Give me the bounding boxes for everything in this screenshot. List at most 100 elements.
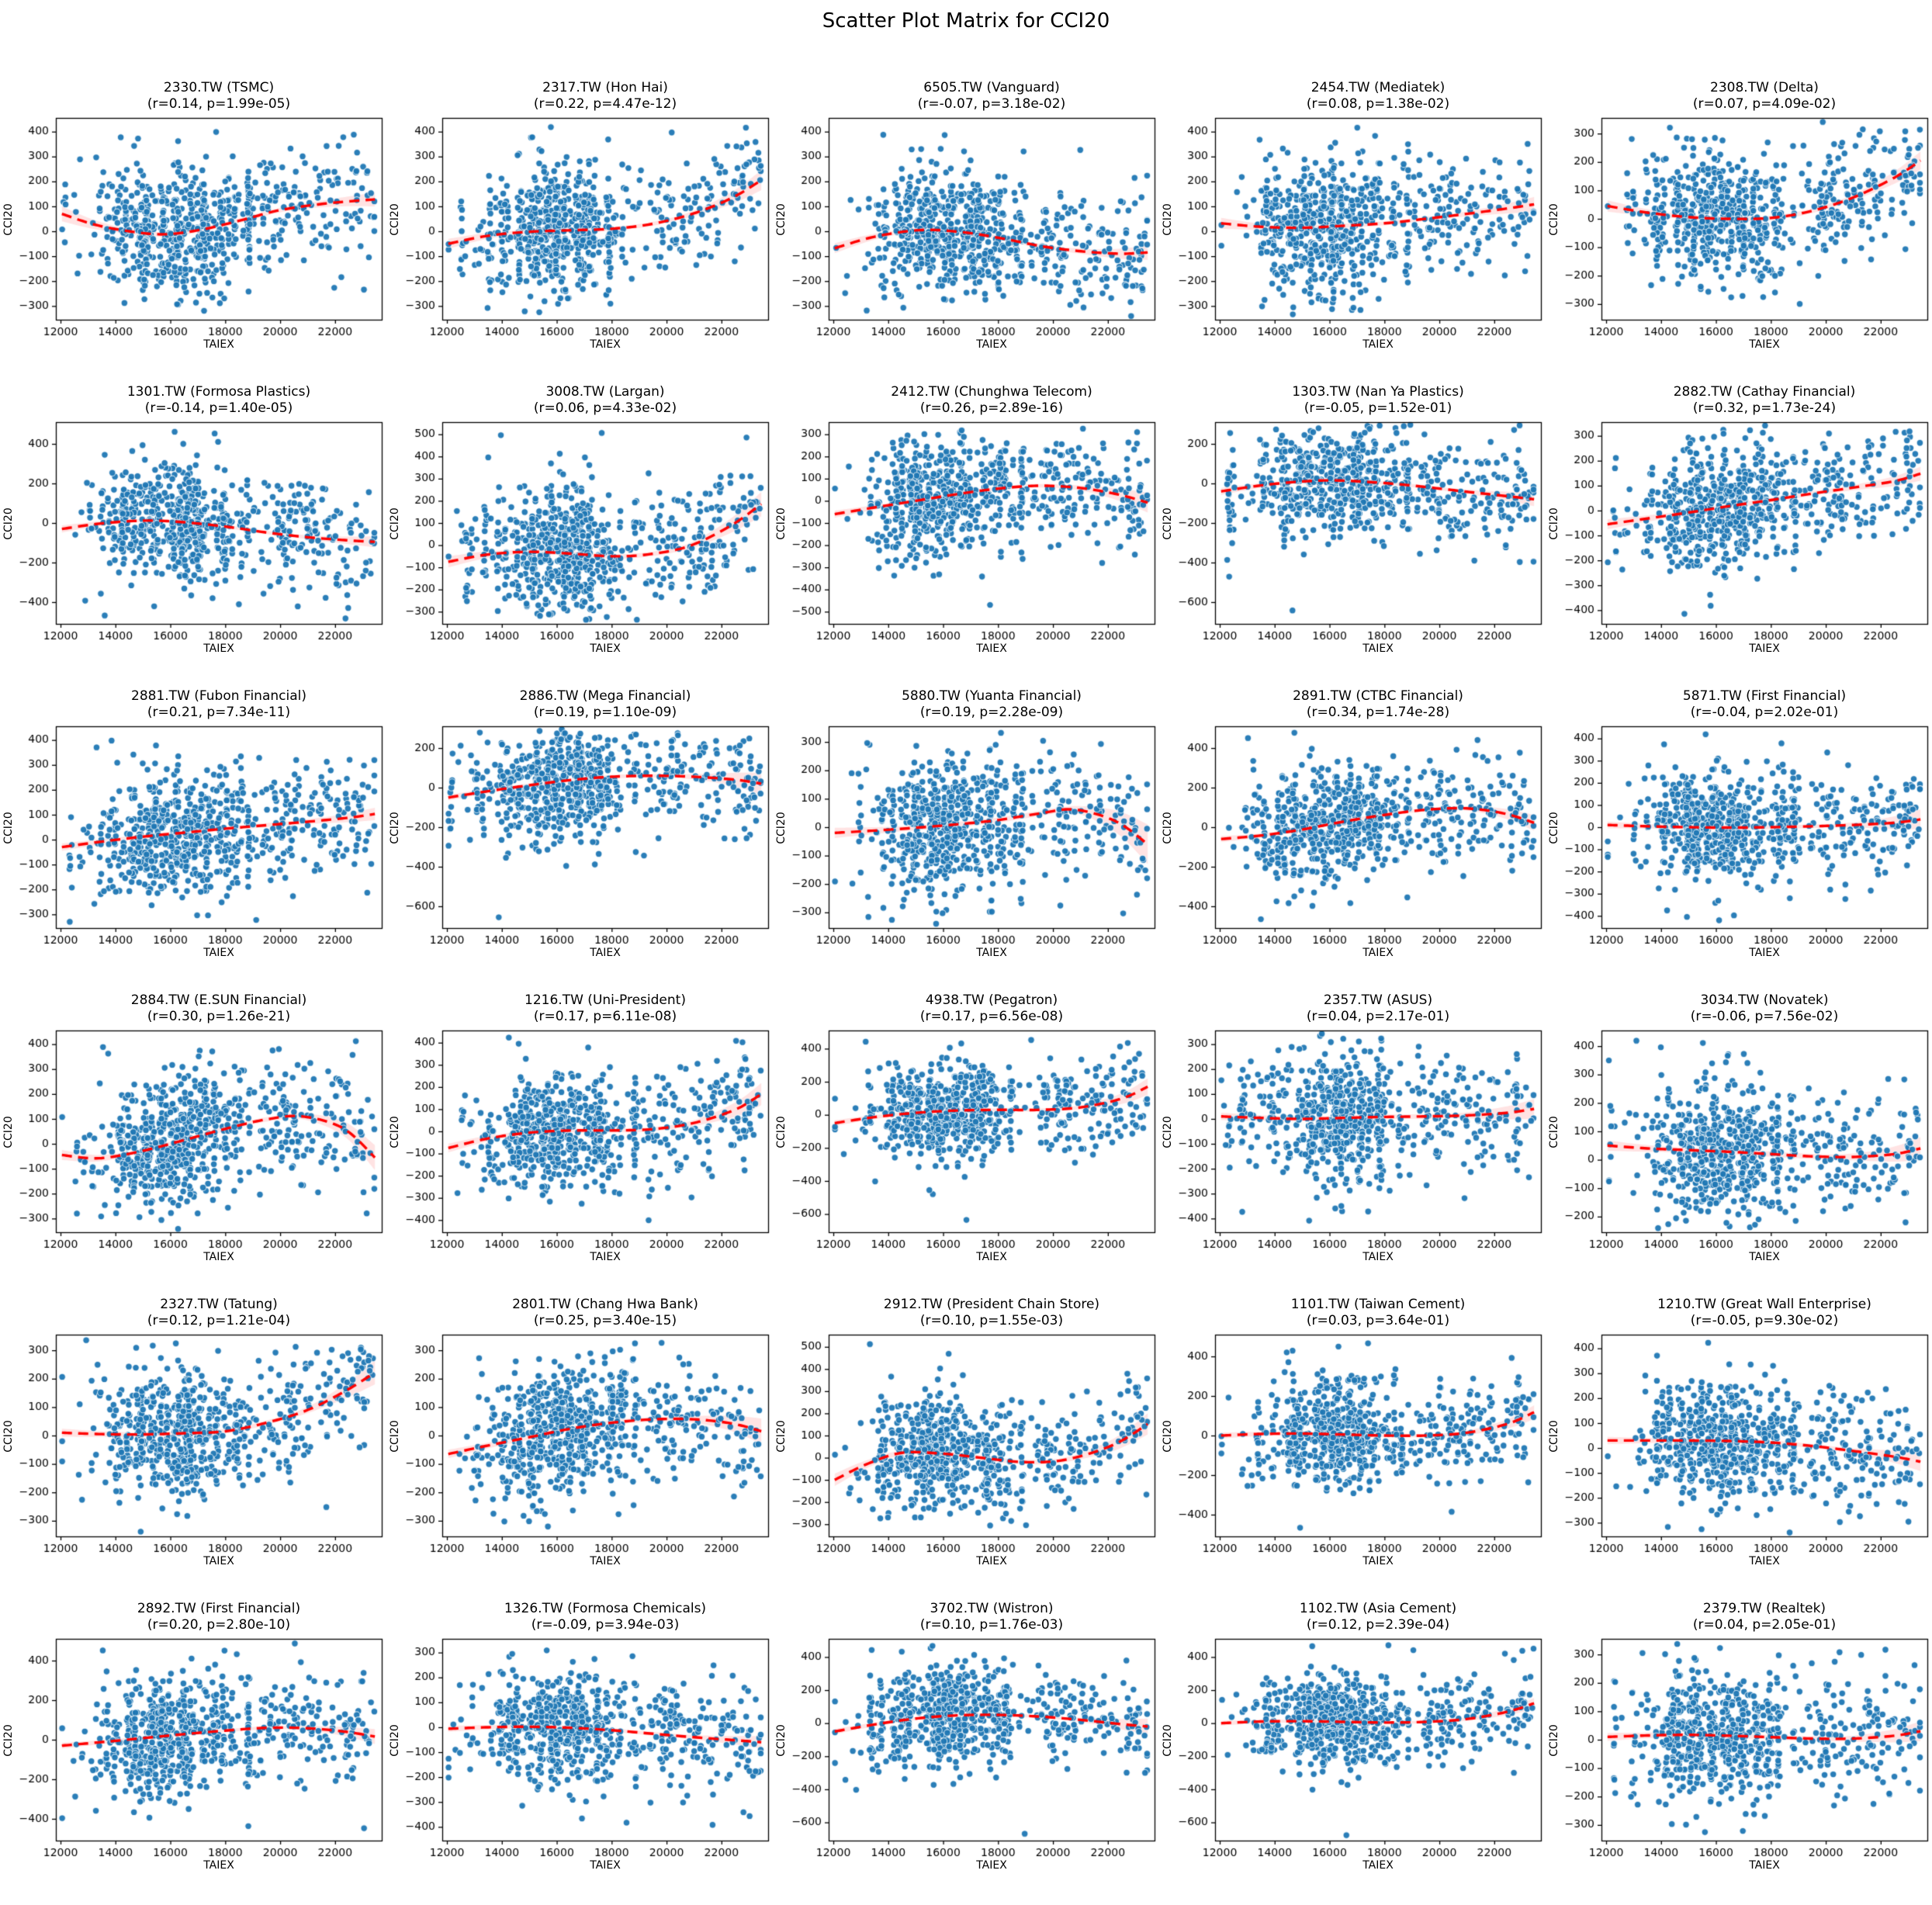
subplot-stats: (r=0.26, p=2.89e-16): [919, 400, 1064, 416]
y-axis-label: CCI20: [2, 812, 15, 844]
subplot-title: 3008.TW (Largan): [545, 384, 665, 400]
scatter-canvas-2912: [773, 1294, 1159, 1598]
subplot-2357: 2357.TW (ASUS) (r=0.04, p=2.17e-01) TAIEX C…: [1159, 990, 1546, 1294]
subplot-stats: (r=0.12, p=2.39e-04): [1306, 1617, 1450, 1633]
subplot-2892: 2892.TW (First Financial) (r=0.20, p=2.80…: [0, 1598, 386, 1903]
y-axis-label: CCI20: [1162, 507, 1174, 540]
subplot-stats: (r=0.04, p=2.05e-01): [1692, 1617, 1837, 1633]
scatter-canvas-3008: [386, 382, 773, 686]
scatter-canvas-5871: [1546, 686, 1932, 990]
subplot-title: 2882.TW (Cathay Financial): [1673, 384, 1856, 400]
subplot-stats: (r=-0.04, p=2.02e-01): [1690, 705, 1839, 720]
y-axis-label: CCI20: [2, 1116, 15, 1148]
y-axis-label: CCI20: [775, 1116, 788, 1148]
x-axis-label: TAIEX: [1749, 1859, 1780, 1872]
scatter-canvas-2379: [1546, 1598, 1932, 1903]
subplot-stats: (r=-0.09, p=3.94e-03): [531, 1617, 680, 1633]
subplot-title: 2379.TW (Realtek): [1702, 1601, 1826, 1616]
subplot-2801: 2801.TW (Chang Hwa Bank) (r=0.25, p=3.40e…: [386, 1294, 773, 1598]
scatter-canvas-2327: [0, 1294, 386, 1598]
scatter-canvas-1102: [1159, 1598, 1546, 1903]
x-axis-label: TAIEX: [590, 1251, 621, 1263]
figure-title: Scatter Plot Matrix for CCI20: [822, 9, 1110, 33]
scatter-canvas-2454: [1159, 78, 1546, 382]
y-axis-label: CCI20: [389, 1420, 401, 1453]
subplot-2379: 2379.TW (Realtek) (r=0.04, p=2.05e-01) TAI…: [1546, 1598, 1932, 1903]
scatter-canvas-2886: [386, 686, 773, 990]
y-axis-label: CCI20: [1548, 203, 1560, 236]
scatter-canvas-2412: [773, 382, 1159, 686]
subplot-title: 2912.TW (President Chain Store): [883, 1297, 1100, 1312]
subplot-title: 2881.TW (Fubon Financial): [131, 688, 306, 704]
y-axis-label: CCI20: [775, 507, 788, 540]
subplot-title: 1101.TW (Taiwan Cement): [1290, 1297, 1466, 1312]
x-axis-label: TAIEX: [590, 1859, 621, 1872]
subplot-title: 6505.TW (Vanguard): [923, 80, 1060, 95]
subplot-stats: (r=0.10, p=1.55e-03): [919, 1313, 1064, 1328]
x-axis-label: TAIEX: [1362, 643, 1394, 655]
scatter-canvas-3034: [1546, 990, 1932, 1294]
subplot-title: 1216.TW (Uni-President): [525, 992, 686, 1008]
scatter-canvas-1303: [1159, 382, 1546, 686]
scatter-canvas-3702: [773, 1598, 1159, 1903]
x-axis-label: TAIEX: [976, 1555, 1007, 1567]
x-axis-label: TAIEX: [1362, 338, 1394, 351]
x-axis-label: TAIEX: [976, 1251, 1007, 1263]
y-axis-label: CCI20: [1162, 1420, 1174, 1453]
y-axis-label: CCI20: [775, 203, 788, 236]
y-axis-label: CCI20: [775, 1724, 788, 1757]
subplot-1210: 1210.TW (Great Wall Enterprise) (r=-0.05,…: [1546, 1294, 1932, 1598]
subplot-1303: 1303.TW (Nan Ya Plastics) (r=-0.05, p=1.5…: [1159, 382, 1546, 686]
subplot-2912: 2912.TW (President Chain Store) (r=0.10, …: [773, 1294, 1159, 1598]
y-axis-label: CCI20: [2, 507, 15, 540]
subplot-2891: 2891.TW (CTBC Financial) (r=0.34, p=1.74e…: [1159, 686, 1546, 990]
subplot-2412: 2412.TW (Chunghwa Telecom) (r=0.26, p=2.8…: [773, 382, 1159, 686]
subplot-stats: (r=0.07, p=4.09e-02): [1692, 96, 1837, 112]
subplot-stats: (r=0.30, p=1.26e-21): [147, 1009, 291, 1024]
y-axis-label: CCI20: [775, 1420, 788, 1453]
subplot-title: 2330.TW (TSMC): [163, 80, 275, 95]
subplot-title: 1210.TW (Great Wall Enterprise): [1657, 1297, 1871, 1312]
subplot-stats: (r=0.22, p=4.47e-12): [533, 96, 677, 112]
subplot-stats: (r=0.21, p=7.34e-11): [147, 705, 291, 720]
x-axis-label: TAIEX: [1749, 643, 1780, 655]
subplot-stats: (r=0.20, p=2.80e-10): [147, 1617, 291, 1633]
subplot-title: 5871.TW (First Financial): [1682, 688, 1847, 704]
subplot-title: 3034.TW (Novatek): [1700, 992, 1829, 1008]
y-axis-label: CCI20: [1548, 1420, 1560, 1453]
scatter-canvas-1326: [386, 1598, 773, 1903]
scatter-canvas-5880: [773, 686, 1159, 990]
y-axis-label: CCI20: [1548, 812, 1560, 844]
subplot-stats: (r=0.19, p=2.28e-09): [919, 705, 1064, 720]
y-axis-label: CCI20: [1162, 1724, 1174, 1757]
scatter-canvas-1216: [386, 990, 773, 1294]
x-axis-label: TAIEX: [203, 338, 234, 351]
subplot-2882: 2882.TW (Cathay Financial) (r=0.32, p=1.7…: [1546, 382, 1932, 686]
x-axis-label: TAIEX: [590, 947, 621, 959]
scatter-canvas-6505: [773, 78, 1159, 382]
subplot-title: 2886.TW (Mega Financial): [519, 688, 691, 704]
y-axis-label: CCI20: [2, 1420, 15, 1453]
subplot-5871: 5871.TW (First Financial) (r=-0.04, p=2.0…: [1546, 686, 1932, 990]
y-axis-label: CCI20: [1162, 812, 1174, 844]
x-axis-label: TAIEX: [1362, 1555, 1394, 1567]
subplot-title: 1326.TW (Formosa Chemicals): [504, 1601, 707, 1616]
x-axis-label: TAIEX: [203, 643, 234, 655]
subplot-2454: 2454.TW (Mediatek) (r=0.08, p=1.38e-02) TA…: [1159, 78, 1546, 382]
subplot-title: 2801.TW (Chang Hwa Bank): [512, 1297, 698, 1312]
scatter-canvas-2882: [1546, 382, 1932, 686]
subplot-3034: 3034.TW (Novatek) (r=-0.06, p=7.56e-02) TA…: [1546, 990, 1932, 1294]
x-axis-label: TAIEX: [1749, 338, 1780, 351]
subplot-5880: 5880.TW (Yuanta Financial) (r=0.19, p=2.2…: [773, 686, 1159, 990]
x-axis-label: TAIEX: [1749, 1251, 1780, 1263]
subplot-stats: (r=0.08, p=1.38e-02): [1306, 96, 1450, 112]
scatter-canvas-1301: [0, 382, 386, 686]
scatter-canvas-2308: [1546, 78, 1932, 382]
subplot-3008: 3008.TW (Largan) (r=0.06, p=4.33e-02) TAIE…: [386, 382, 773, 686]
subplot-title: 2308.TW (Delta): [1710, 80, 1819, 95]
subplot-title: 1301.TW (Formosa Plastics): [126, 384, 311, 400]
subplot-title: 2892.TW (First Financial): [137, 1601, 301, 1616]
scatter-canvas-1101: [1159, 1294, 1546, 1598]
subplot-2886: 2886.TW (Mega Financial) (r=0.19, p=1.10e…: [386, 686, 773, 990]
